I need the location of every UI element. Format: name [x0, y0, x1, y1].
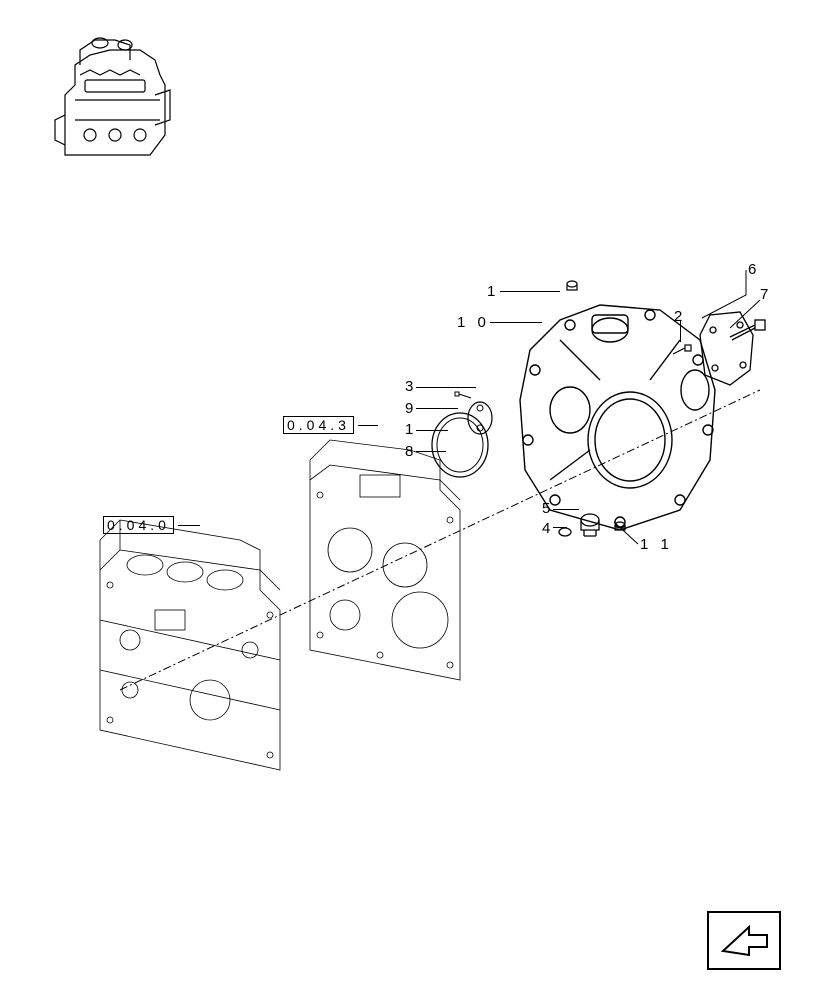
callout-1b-text: 1	[405, 421, 413, 438]
leader-ref2	[178, 525, 200, 526]
leader-5	[553, 509, 579, 510]
nav-next-icon[interactable]	[707, 911, 781, 970]
callout-10: 1 0	[457, 314, 490, 331]
engine-thumb-svg	[30, 25, 200, 175]
callout-11: 1 1	[640, 536, 673, 553]
callout-8-text: 8	[405, 443, 413, 460]
callout-2-text: 2	[674, 308, 682, 325]
leader-2	[680, 320, 681, 342]
leader-4	[553, 527, 567, 528]
leader-7	[728, 300, 768, 335]
leader-3	[416, 387, 476, 388]
callout-1b: 1	[405, 421, 413, 438]
refbox-0043-text: 0.04.3	[283, 416, 354, 434]
leader-1b	[416, 430, 448, 431]
callout-11-text: 1 1	[640, 536, 673, 553]
engine-thumbnail	[30, 25, 200, 175]
diagram-page: 1 1 0 6 2 7 3 9 1 8 5 4 1 1	[0, 0, 816, 1000]
dowel-top	[567, 281, 577, 290]
cylinder-block	[100, 520, 280, 770]
rear-plate	[310, 440, 460, 680]
callout-4-text: 4	[542, 520, 550, 537]
callout-5-text: 5	[542, 500, 550, 517]
refbox-0043: 0.04.3	[283, 416, 354, 435]
leader-9	[416, 408, 458, 409]
leader-11	[612, 520, 642, 548]
callout-3-text: 3	[405, 378, 413, 395]
refbox-0040-text: 0.04.0	[103, 516, 174, 534]
leader-8	[416, 451, 446, 452]
leader-1	[500, 291, 560, 292]
callout-3: 3	[405, 378, 413, 395]
callout-8: 8	[405, 443, 413, 460]
timing-cover	[520, 305, 715, 530]
seal-ring	[432, 413, 488, 477]
callout-9-text: 9	[405, 400, 413, 417]
callout-5: 5	[542, 500, 550, 517]
callout-2: 2	[674, 308, 682, 325]
leader-10	[490, 322, 542, 323]
callout-4: 4	[542, 520, 550, 537]
refbox-0040: 0.04.0	[103, 516, 174, 535]
plug-assembly	[559, 514, 599, 536]
callout-10-text: 1 0	[457, 314, 490, 331]
callout-9: 9	[405, 400, 413, 417]
callout-1: 1	[487, 283, 495, 300]
leader-ref1	[358, 425, 378, 426]
callout-1-text: 1	[487, 283, 495, 300]
